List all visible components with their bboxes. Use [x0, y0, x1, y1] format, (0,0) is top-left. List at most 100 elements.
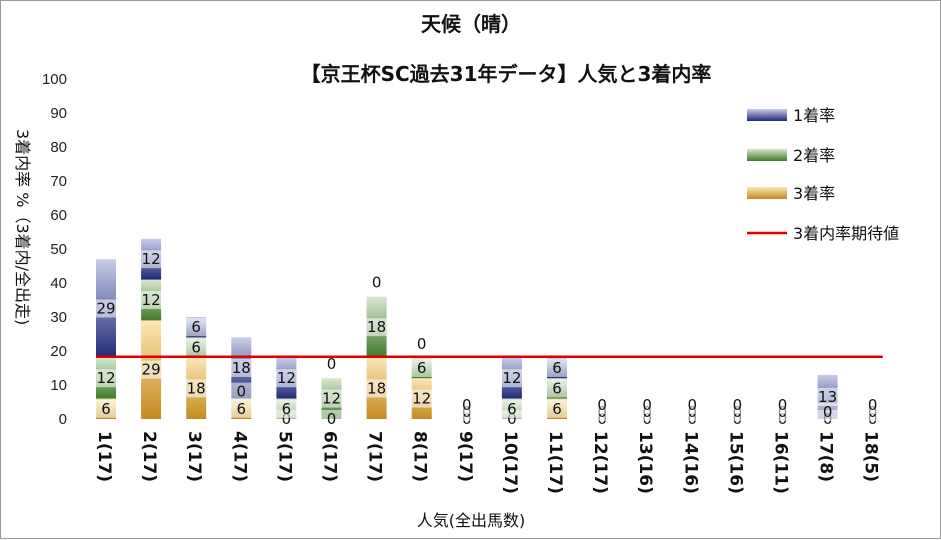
data-label-bg: [589, 396, 616, 414]
data-label-bg: [408, 334, 435, 353]
data-label: 6: [552, 400, 562, 418]
x-tick-label: 7(17): [365, 431, 385, 482]
data-label: 12: [277, 369, 296, 387]
data-label: 0: [237, 383, 247, 401]
data-label: 29: [96, 300, 115, 318]
data-label-bg: [138, 250, 165, 269]
data-label-bg: [498, 369, 525, 388]
data-label-bg: [363, 379, 390, 398]
data-label: 12: [322, 390, 341, 408]
data-label-bg: [228, 359, 255, 377]
data-label: 0: [417, 335, 427, 353]
data-label-bg: [634, 396, 661, 414]
data-label: 6: [417, 359, 427, 377]
data-label: 0: [597, 396, 607, 414]
x-tick-label: 18(5): [861, 431, 881, 482]
data-label: 0: [868, 396, 878, 414]
data-label-bg: [138, 360, 165, 379]
y-tick-label: 40: [50, 275, 67, 292]
data-label-bg: [183, 379, 210, 398]
x-axis-label: 人気(全出馬数): [417, 511, 526, 530]
data-label: 6: [191, 318, 201, 336]
data-label: 6: [552, 379, 562, 397]
x-tick-label: 11(17): [545, 431, 565, 494]
data-label: 29: [142, 361, 161, 379]
data-label-bg: [408, 389, 435, 408]
legend-swatch: [747, 187, 787, 199]
data-label-bg: [859, 396, 886, 414]
data-label: 6: [237, 400, 247, 418]
chart-title: 天候（晴）: [421, 12, 521, 36]
data-label: 0: [372, 274, 382, 292]
y-tick-label: 50: [50, 241, 67, 258]
y-tick-label: 90: [50, 105, 67, 122]
x-tick-label: 6(17): [320, 431, 340, 482]
data-label: 0: [642, 396, 652, 414]
x-tick-label: 4(17): [229, 431, 249, 482]
x-tick-label: 16(11): [771, 431, 791, 494]
data-label: 0: [462, 396, 472, 414]
data-label-bg: [544, 399, 570, 418]
data-label-bg: [93, 369, 119, 388]
data-label-bg: [363, 273, 390, 292]
data-label: 12: [142, 291, 161, 309]
data-label-bg: [228, 382, 255, 401]
data-label: 18: [367, 318, 386, 336]
y-tick-label: 10: [50, 377, 67, 394]
x-tick-label: 2(17): [139, 431, 159, 482]
y-tick-label: 80: [50, 139, 67, 156]
x-tick-label: 15(16): [725, 431, 745, 494]
data-label-bg: [408, 359, 435, 377]
data-label: 0: [823, 403, 833, 421]
data-label: 12: [96, 369, 115, 387]
data-label: 6: [282, 400, 292, 418]
legend-swatch: [747, 149, 787, 161]
y-tick-label: 0: [59, 411, 67, 428]
x-tick-label: 17(8): [816, 431, 836, 482]
data-label: 6: [507, 400, 517, 418]
x-tick-label: 12(17): [590, 431, 610, 494]
legend-swatch: [747, 109, 787, 121]
data-label-bg: [724, 396, 751, 414]
data-label-bg: [183, 338, 210, 357]
data-label-bg: [363, 318, 390, 337]
y-tick-label: 100: [42, 71, 67, 88]
data-label-bg: [814, 403, 841, 421]
data-label-bg: [544, 359, 570, 377]
data-label: 0: [507, 410, 517, 428]
data-label-bg: [318, 410, 345, 428]
data-label-bg: [183, 318, 210, 337]
x-tick-label: 8(17): [410, 431, 430, 482]
data-label: 0: [327, 410, 337, 428]
data-label-bg: [273, 399, 300, 418]
data-label-bg: [498, 399, 525, 418]
legend-label: 3着内率期待値: [793, 224, 899, 243]
x-tick-label: 9(17): [455, 431, 475, 482]
data-label-bg: [318, 389, 345, 408]
legend: 1着率 2着率 3着率 3着内率期待値: [747, 106, 899, 243]
x-tick-label: 1(17): [94, 431, 114, 482]
x-tick-label: 14(16): [680, 431, 700, 494]
data-labels: 6122929121218666018061201201818012600000…: [93, 250, 886, 428]
data-label: 0: [327, 355, 337, 373]
data-label: 18: [367, 379, 386, 397]
legend-label: 1着率: [793, 106, 835, 125]
x-tick-label: 13(16): [635, 431, 655, 494]
data-label: 0: [282, 410, 292, 428]
data-label-bg: [228, 399, 255, 418]
data-label: 12: [412, 390, 431, 408]
data-label: 6: [552, 359, 562, 377]
data-label-bg: [769, 396, 796, 414]
data-label: 18: [232, 359, 251, 377]
data-label: 6: [101, 400, 111, 418]
y-tick-label: 30: [50, 309, 67, 326]
data-label-bg: [453, 396, 480, 414]
x-tick-label: 5(17): [274, 431, 294, 482]
data-label: 0: [778, 396, 788, 414]
data-label-bg: [318, 355, 345, 374]
data-label: 12: [502, 369, 521, 387]
data-label: 13: [818, 388, 837, 406]
y-tick-label: 70: [50, 173, 67, 190]
y-tick-label: 20: [50, 343, 67, 360]
